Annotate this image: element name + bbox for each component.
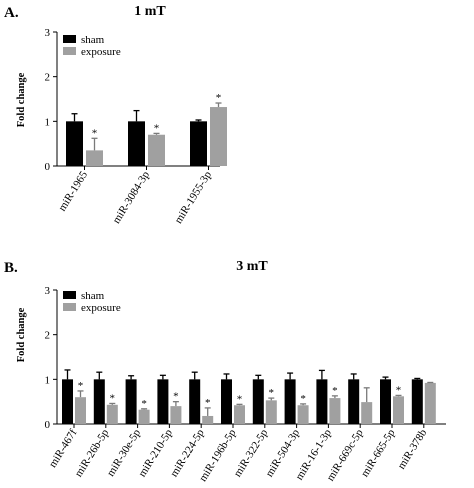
bar-exposure: [170, 406, 182, 424]
y-tick-label: 2: [45, 72, 51, 84]
significance-star: *: [92, 127, 98, 139]
bar-sham: [190, 121, 207, 166]
bar-sham: [128, 121, 145, 166]
bar-exposure: [210, 107, 227, 166]
legend-label-sham: sham: [81, 34, 105, 46]
bar-sham: [221, 379, 232, 424]
y-tick-label: 0: [45, 419, 51, 431]
bar-sham: [125, 379, 137, 424]
y-tick-label: 0: [45, 161, 51, 173]
y-axis-label-a: Fold change: [16, 72, 27, 127]
significance-star: *: [300, 393, 306, 405]
bar-exposure: [424, 382, 436, 424]
chart-title-a: 1 mT: [134, 4, 166, 19]
bar-exposure: [106, 404, 118, 424]
bar-exposure: [234, 405, 245, 424]
bar-exposure: [202, 415, 214, 424]
x-tick-label: miR-1965: [56, 169, 90, 214]
y-tick-label: 3: [45, 285, 51, 297]
y-tick-label: 3: [45, 27, 51, 39]
panel-b-chart: B. 3 mT Fold change 0123*miR-467f*miR-26…: [4, 259, 446, 484]
significance-star: *: [205, 397, 211, 409]
x-tick-label: miR-1955-3p: [172, 169, 214, 226]
bar-sham: [284, 379, 296, 424]
y-tick-label: 2: [45, 330, 51, 342]
significance-star: *: [154, 122, 160, 134]
x-tick-label: miR-467f: [47, 427, 80, 470]
bar-sham: [62, 379, 73, 424]
bar-sham: [66, 121, 83, 166]
legend-swatch-exposure: [63, 303, 76, 311]
bar-sham: [316, 379, 328, 424]
bar-exposure: [86, 150, 103, 166]
significance-star: *: [216, 92, 222, 104]
bar-sham: [189, 379, 201, 424]
x-tick-label: miR-378b: [396, 427, 430, 472]
legend-label-exposure: exposure: [81, 302, 121, 314]
bar-exposure: [148, 134, 165, 166]
significance-star: *: [141, 398, 147, 410]
legend-label-exposure: exposure: [81, 46, 121, 58]
bar-sham: [411, 379, 423, 424]
significance-star: *: [237, 393, 243, 405]
bar-sham: [252, 379, 264, 424]
bar-sham: [93, 379, 105, 424]
panel-label-a: A.: [4, 5, 19, 21]
bar-exposure: [393, 396, 404, 424]
panel-label-b: B.: [4, 260, 18, 276]
chart-title-b: 3 mT: [236, 259, 268, 274]
legend-swatch-exposure: [63, 47, 76, 55]
panel-a-chart: A. 1 mT Fold change 0 1 2 3 * miR-1965 * miR-30…: [4, 4, 227, 226]
bar-exposure: [329, 398, 341, 424]
legend-swatch-sham: [63, 291, 76, 299]
significance-star: *: [332, 385, 338, 397]
significance-star: *: [110, 392, 116, 404]
x-tick-label: miR-3084-3p: [110, 169, 152, 226]
bar-sham: [157, 379, 169, 424]
legend-label-sham: sham: [81, 290, 105, 302]
bar-exposure: [75, 397, 86, 424]
bar-exposure: [361, 402, 373, 424]
bar-sham: [348, 379, 360, 424]
bar-sham: [380, 379, 391, 424]
y-tick-label: 1: [45, 116, 51, 128]
y-axis-label-b: Fold change: [16, 307, 27, 362]
significance-star: *: [269, 387, 275, 399]
bar-exposure: [138, 409, 150, 424]
bar-exposure: [297, 405, 309, 424]
significance-star: *: [396, 384, 402, 396]
legend-swatch-sham: [63, 35, 76, 43]
y-tick-label: 1: [45, 374, 51, 386]
bar-exposure: [265, 400, 277, 424]
significance-star: *: [173, 391, 179, 403]
significance-star: *: [78, 380, 84, 392]
